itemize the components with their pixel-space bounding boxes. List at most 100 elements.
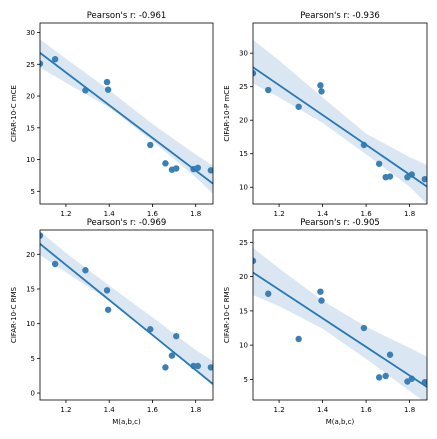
plot-area: [40, 231, 213, 387]
axes-frame: [252, 229, 428, 401]
data-point: [207, 167, 213, 174]
y-tick-label: 25: [26, 61, 35, 69]
data-point: [386, 173, 394, 180]
x-tick-label: 1.2: [274, 406, 285, 414]
y-tick-label: 15: [26, 124, 35, 132]
regression-line: [253, 271, 427, 388]
x-tick-label: 1.8: [190, 210, 201, 218]
regression-line: [40, 243, 213, 385]
regression-line: [40, 52, 213, 185]
axes-frame: [39, 229, 214, 401]
y-tick-label: 10: [26, 156, 35, 164]
data-point: [207, 364, 213, 371]
x-tick-label: 1.2: [60, 406, 71, 414]
panel-4: 1.2 1.4 1.6 1.8 5 10 15 20 25 Pearson's r: -0.905…: [223, 218, 428, 426]
y-tick-label: 5: [31, 355, 35, 363]
data-point: [360, 324, 368, 332]
data-point: [82, 267, 89, 274]
axes-frame: [252, 22, 428, 205]
x-tick-label: 1.6: [147, 210, 159, 218]
chart-title: Pearson's r: -0.969: [87, 218, 167, 228]
data-point: [265, 86, 272, 94]
data-point: [103, 78, 111, 86]
data-point: [40, 232, 44, 239]
data-point: [295, 103, 302, 110]
data-point: [104, 86, 112, 93]
x-axis-label: M(a,b,c): [326, 418, 355, 426]
y-tick-label: 15: [26, 285, 35, 293]
data-point: [375, 160, 383, 167]
confidence-band: [40, 39, 213, 194]
data-point: [103, 287, 111, 294]
y-tick-label: 5: [31, 188, 35, 196]
x-tick-label: 1.2: [60, 210, 71, 218]
confidence-band: [253, 247, 427, 400]
panel-3: 1.2 1.4 1.6 1.8 0 5 10 15 20 Pearson's r: -0.969 C…: [10, 218, 214, 426]
data-point: [194, 164, 202, 171]
y-tick-label: 15: [239, 307, 248, 315]
plot-area: [253, 247, 427, 400]
y-tick-label: 5: [244, 376, 248, 384]
data-point: [51, 260, 59, 268]
x-tick-label: 1.4: [317, 210, 329, 218]
data-point: [265, 290, 272, 297]
chart-title: Pearson's r: -0.905: [300, 218, 380, 228]
x-tick-label: 1.6: [361, 406, 373, 414]
data-point: [168, 352, 176, 359]
x-tick-label: 1.4: [317, 406, 329, 414]
y-tick-label: 30: [239, 50, 248, 58]
y-axis-label: CIFAR-10-C RMS: [223, 286, 231, 343]
plot-area: [40, 39, 213, 194]
x-tick-label: 1.8: [190, 406, 201, 414]
y-tick-label: 20: [239, 273, 248, 281]
x-tick-label: 1.6: [147, 406, 159, 414]
data-point: [318, 297, 325, 304]
y-axis-label: CIFAR-10-C RMS: [10, 286, 18, 343]
y-tick-label: 10: [239, 342, 248, 350]
y-tick-label: 10: [26, 320, 35, 328]
data-point: [162, 364, 169, 371]
y-tick-label: 25: [239, 83, 248, 91]
x-tick-label: 1.2: [274, 210, 285, 218]
x-tick-label: 1.8: [404, 406, 415, 414]
plot-area: [253, 39, 427, 204]
data-point: [40, 60, 44, 67]
y-tick-label: 15: [239, 150, 248, 158]
data-point: [386, 351, 394, 358]
x-tick-label: 1.4: [104, 406, 116, 414]
data-point: [295, 335, 302, 343]
data-point: [421, 175, 427, 183]
y-tick-label: 30: [26, 29, 35, 37]
data-point: [375, 374, 383, 381]
chart-title: Pearson's r: -0.936: [300, 11, 380, 21]
panel-2: 1.2 1.4 1.6 1.8 10 15 20 25 30 Pearson's r: -0.93…: [223, 11, 428, 218]
y-tick-label: 0: [31, 390, 35, 398]
data-point: [253, 257, 257, 265]
x-axis-label: M(a,b,c): [112, 418, 141, 426]
y-tick-label: 20: [26, 93, 35, 101]
chart-title: Pearson's r: -0.961: [87, 11, 167, 21]
y-tick-label: 20: [26, 251, 35, 259]
panel-1: 1.2 1.4 1.6 1.8 5 10 15 20 25 30 Pearson's r: -0.9…: [10, 11, 214, 218]
data-point: [51, 56, 59, 63]
axes-frame: [39, 22, 214, 205]
data-point: [194, 362, 202, 370]
y-axis-label: CIFAR-10-P mCE: [223, 85, 231, 141]
data-point: [253, 70, 257, 77]
regression-line: [253, 66, 427, 188]
confidence-band: [253, 39, 427, 204]
x-tick-label: 1.8: [404, 210, 415, 218]
y-tick-label: 20: [239, 117, 248, 125]
data-point: [162, 160, 169, 167]
data-point: [317, 288, 324, 295]
y-axis-label: CIFAR-10-C mCE: [10, 85, 18, 142]
data-point: [318, 88, 325, 95]
x-tick-label: 1.6: [361, 210, 373, 218]
data-point: [173, 332, 180, 340]
x-tick-label: 1.4: [104, 210, 116, 218]
y-tick-label: 25: [239, 239, 248, 247]
data-point: [317, 82, 324, 89]
data-point: [104, 306, 112, 313]
data-point: [173, 165, 180, 172]
